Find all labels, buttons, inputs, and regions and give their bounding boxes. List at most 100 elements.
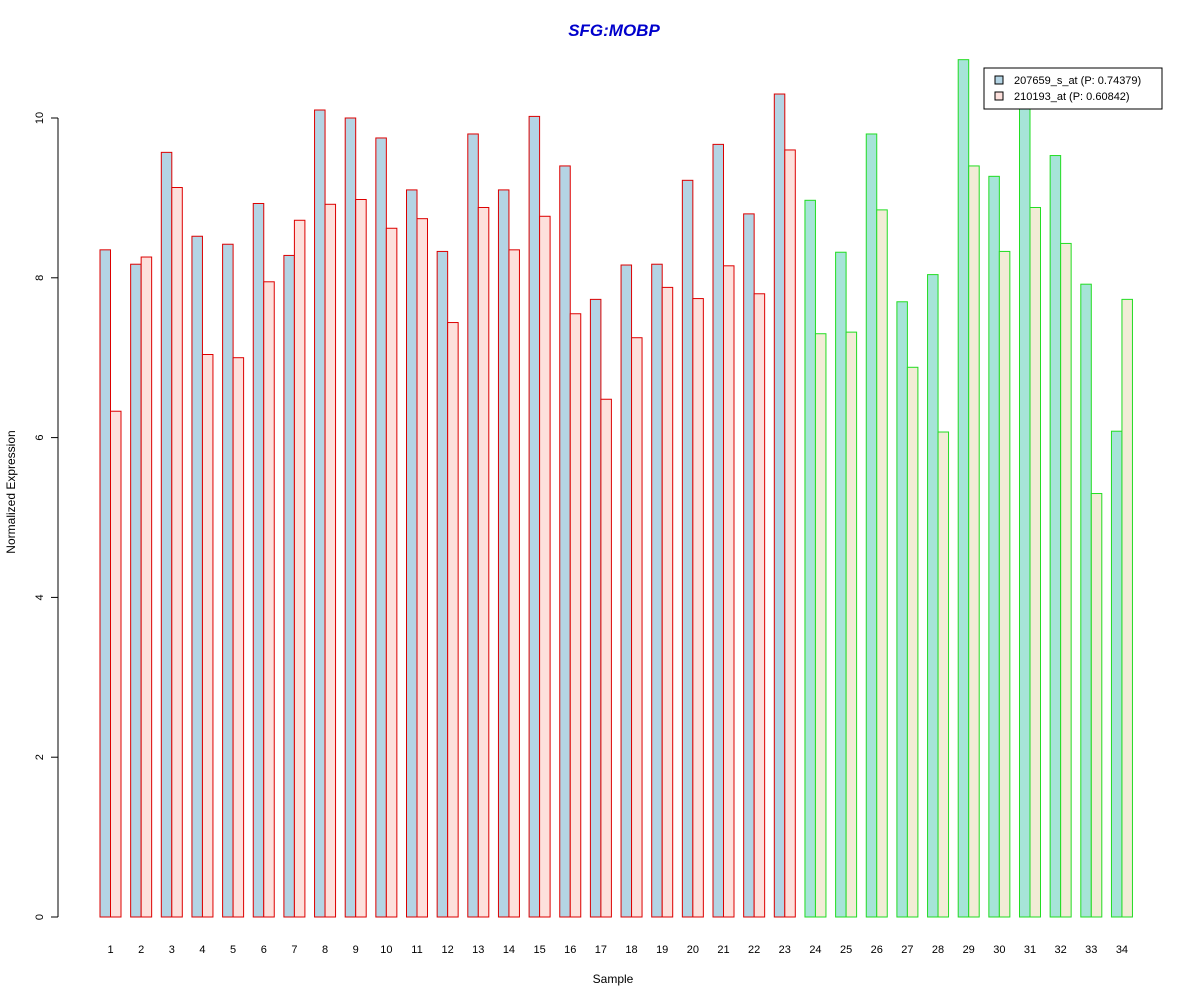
bar-sample-23-series-1 bbox=[773, 93, 786, 918]
legend-label-207659: 207659_s_at (P: 0.74379) bbox=[1014, 75, 1141, 87]
bar-sample-4-series-1 bbox=[191, 235, 203, 918]
bar-sample-1-series-1 bbox=[99, 249, 111, 918]
x-tick-label: 19 bbox=[656, 944, 668, 956]
bar-sample-11-series-1 bbox=[406, 189, 418, 918]
bars bbox=[99, 59, 1133, 918]
bar-sample-22-series-2 bbox=[753, 293, 766, 918]
x-tick-label: 3 bbox=[169, 944, 175, 956]
bar-sample-26-series-2 bbox=[876, 209, 888, 918]
bar-sample-7-series-1 bbox=[283, 254, 295, 918]
y-tick-label: 8 bbox=[34, 275, 46, 281]
x-tick-label: 10 bbox=[380, 944, 392, 956]
x-tick-label: 26 bbox=[871, 944, 883, 956]
bar-sample-27-series-2 bbox=[906, 366, 919, 918]
bar-sample-12-series-1 bbox=[436, 250, 449, 918]
bar-sample-6-series-2 bbox=[263, 281, 275, 918]
bar-sample-9-series-1 bbox=[344, 117, 357, 918]
bar-sample-14-series-2 bbox=[508, 249, 520, 918]
x-tick-label: 4 bbox=[199, 944, 205, 956]
y-axis-label: Normalized Expression bbox=[4, 430, 18, 553]
bar-sample-8-series-1 bbox=[314, 109, 326, 918]
x-tick-label: 12 bbox=[442, 944, 454, 956]
bar-sample-30-series-1 bbox=[988, 175, 1000, 918]
bar-sample-20-series-2 bbox=[692, 298, 704, 918]
legend-swatch-210193 bbox=[994, 91, 1004, 101]
bar-sample-26-series-1 bbox=[865, 133, 878, 918]
bar-sample-10-series-1 bbox=[375, 137, 387, 918]
x-tick-label: 31 bbox=[1024, 944, 1036, 956]
x-tick-label: 8 bbox=[322, 944, 328, 956]
bar-sample-13-series-1 bbox=[467, 133, 479, 918]
bar-sample-21-series-1 bbox=[712, 143, 724, 918]
y-tick-label: 6 bbox=[34, 435, 46, 441]
x-tick-label: 18 bbox=[625, 944, 637, 956]
x-tick-label: 17 bbox=[595, 944, 607, 956]
bar-sample-8-series-2 bbox=[324, 203, 337, 918]
bar-sample-25-series-1 bbox=[835, 251, 847, 918]
x-tick-label: 2 bbox=[138, 944, 144, 956]
bar-sample-33-series-2 bbox=[1090, 493, 1103, 918]
x-tick-label: 15 bbox=[533, 944, 545, 956]
bar-sample-11-series-2 bbox=[416, 218, 428, 918]
x-tick-label: 25 bbox=[840, 944, 852, 956]
x-tick-label: 30 bbox=[993, 944, 1005, 956]
x-tick-label: 24 bbox=[809, 944, 821, 956]
bar-sample-20-series-1 bbox=[681, 179, 694, 918]
bar-sample-30-series-2 bbox=[998, 250, 1011, 918]
bar-sample-5-series-2 bbox=[232, 357, 245, 918]
bar-sample-22-series-1 bbox=[743, 213, 755, 918]
x-tick-label: 21 bbox=[717, 944, 729, 956]
x-tick-label: 33 bbox=[1085, 944, 1097, 956]
bar-sample-28-series-1 bbox=[927, 274, 939, 918]
x-tick-label: 1 bbox=[107, 944, 113, 956]
bar-sample-2-series-1 bbox=[130, 263, 142, 918]
bar-sample-32-series-1 bbox=[1049, 155, 1062, 918]
bar-sample-12-series-2 bbox=[447, 322, 459, 918]
bar-sample-4-series-2 bbox=[201, 354, 214, 918]
bar-sample-19-series-2 bbox=[661, 286, 674, 918]
bar-sample-23-series-2 bbox=[784, 149, 796, 918]
y-tick-label: 4 bbox=[34, 594, 46, 600]
bar-sample-2-series-2 bbox=[140, 256, 153, 918]
bar-sample-6-series-1 bbox=[252, 202, 265, 918]
x-tick-label: 9 bbox=[353, 944, 359, 956]
x-tick-label: 7 bbox=[291, 944, 297, 956]
bar-sample-10-series-2 bbox=[385, 227, 398, 918]
x-tick-label: 27 bbox=[901, 944, 913, 956]
bar-sample-29-series-2 bbox=[968, 165, 980, 918]
bar-sample-7-series-2 bbox=[293, 219, 306, 918]
legend: 207659_s_at (P: 0.74379) 210193_at (P: 0… bbox=[983, 67, 1163, 110]
bar-sample-13-series-2 bbox=[477, 206, 490, 918]
bar-sample-24-series-2 bbox=[814, 333, 827, 918]
bar-sample-5-series-1 bbox=[222, 243, 234, 918]
bar-sample-17-series-1 bbox=[589, 298, 602, 918]
x-tick-label: 11 bbox=[411, 944, 422, 956]
x-tick-label: 28 bbox=[932, 944, 944, 956]
bar-sample-1-series-2 bbox=[110, 410, 122, 918]
x-tick-label: 14 bbox=[503, 944, 515, 956]
bar-sample-17-series-2 bbox=[600, 398, 612, 918]
bar-sample-18-series-1 bbox=[620, 264, 633, 918]
bar-sample-29-series-1 bbox=[957, 59, 970, 918]
bar-sample-31-series-2 bbox=[1029, 206, 1041, 918]
x-tick-label: 5 bbox=[230, 944, 236, 956]
chart-title: SFG:MOBP bbox=[568, 21, 660, 40]
x-axis-ticks: 1 2 3 4 5 6 7 8 9 10 11 12 13 14 15 16 17 18 19 20 21 22 23 24 2… bbox=[107, 944, 1128, 956]
bar-sample-15-series-1 bbox=[528, 115, 541, 918]
x-tick-label: 22 bbox=[748, 944, 760, 956]
x-tick-label: 20 bbox=[687, 944, 699, 956]
bar-sample-14-series-1 bbox=[497, 189, 510, 918]
x-tick-label: 13 bbox=[472, 944, 484, 956]
bar-sample-19-series-1 bbox=[651, 263, 663, 918]
bar-sample-34-series-2 bbox=[1121, 298, 1133, 918]
bar-sample-28-series-2 bbox=[937, 431, 950, 918]
bar-sample-31-series-1 bbox=[1019, 101, 1031, 918]
legend-box bbox=[983, 67, 1163, 110]
bar-sample-18-series-2 bbox=[631, 337, 643, 918]
bar-sample-27-series-1 bbox=[896, 301, 908, 918]
y-tick-label: 10 bbox=[34, 112, 46, 124]
legend-label-210193: 210193_at (P: 0.60842) bbox=[1014, 91, 1130, 103]
bar-sample-24-series-1 bbox=[804, 199, 816, 918]
bar-sample-16-series-1 bbox=[559, 165, 571, 918]
